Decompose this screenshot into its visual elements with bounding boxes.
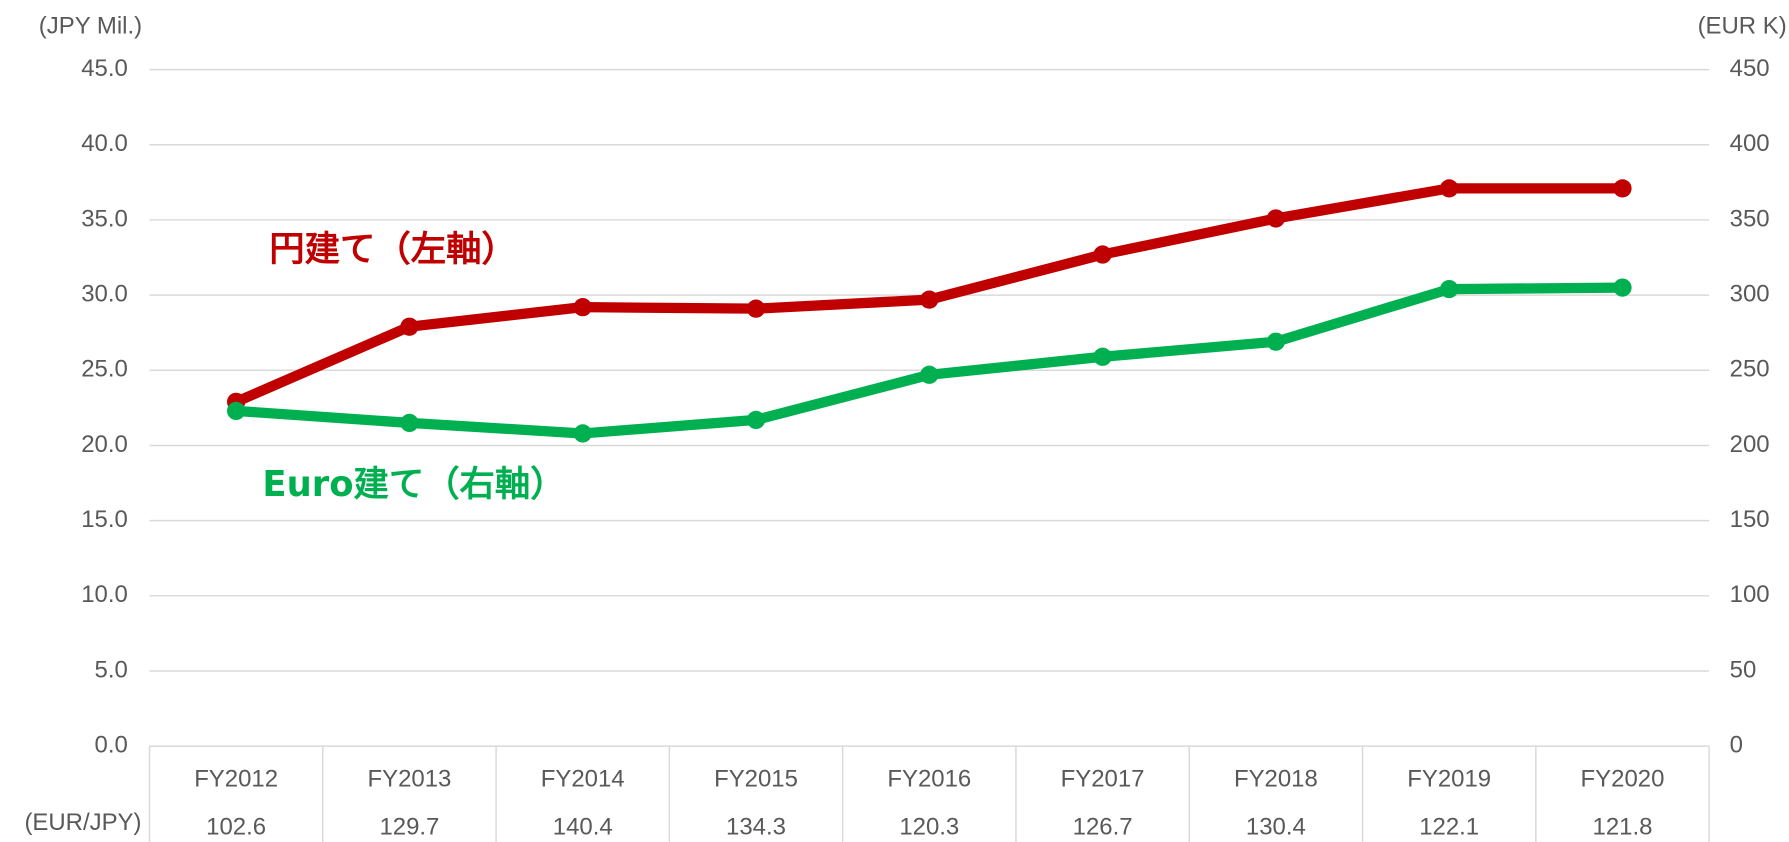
y-tick-label: 25.0 bbox=[81, 356, 128, 383]
marker bbox=[1440, 179, 1459, 198]
x-tick-label: FY2017 bbox=[1061, 766, 1145, 793]
table-cell: 134.3 bbox=[726, 814, 786, 841]
y-tick-label: 35.0 bbox=[81, 205, 128, 232]
y-tick-label: 5.0 bbox=[95, 656, 128, 683]
x-tick-label: FY2018 bbox=[1234, 766, 1318, 793]
y2-tick-label: 100 bbox=[1730, 581, 1770, 608]
marker bbox=[1613, 179, 1632, 198]
y2-tick-label: 0 bbox=[1730, 731, 1743, 758]
marker bbox=[1093, 347, 1112, 366]
series-label: 円建て（左軸） bbox=[269, 229, 517, 270]
x-tick-label: FY2012 bbox=[194, 766, 278, 793]
marker bbox=[920, 365, 939, 384]
y2-tick-label: 50 bbox=[1730, 656, 1757, 683]
y2-tick-label: 350 bbox=[1730, 205, 1770, 232]
table-cell: 122.1 bbox=[1419, 814, 1479, 841]
x-tick-label: FY2020 bbox=[1581, 766, 1665, 793]
marker bbox=[1093, 245, 1112, 264]
y2-tick-label: 200 bbox=[1730, 431, 1770, 458]
y-tick-label: 30.0 bbox=[81, 280, 128, 307]
x-tick-label: FY2019 bbox=[1407, 766, 1491, 793]
x-tick-label: FY2014 bbox=[541, 766, 625, 793]
marker bbox=[573, 424, 592, 443]
x-tick-label: FY2016 bbox=[887, 766, 971, 793]
y2-axis-label: (EUR K) bbox=[1698, 13, 1787, 40]
y-tick-label: 20.0 bbox=[81, 431, 128, 458]
marker bbox=[1440, 279, 1459, 299]
marker bbox=[1266, 209, 1286, 228]
table-cell: 126.7 bbox=[1073, 814, 1133, 841]
line bbox=[235, 282, 1623, 439]
marker bbox=[400, 317, 419, 336]
series-label: Euro建て（右軸） bbox=[262, 464, 565, 505]
x-tick-label: FY2013 bbox=[367, 766, 451, 793]
y2-tick-label: 250 bbox=[1730, 356, 1770, 383]
table-row-label: (EUR/JPY) bbox=[24, 809, 141, 836]
table-cell: 129.7 bbox=[379, 814, 439, 841]
y2-tick-label: 450 bbox=[1730, 55, 1770, 82]
y-tick-label: 45.0 bbox=[81, 55, 128, 82]
y2-tick-label: 150 bbox=[1730, 506, 1770, 533]
marker bbox=[226, 401, 246, 421]
table-cell: 121.8 bbox=[1593, 814, 1653, 841]
table-cell: 130.4 bbox=[1246, 814, 1306, 841]
table-cell: 120.3 bbox=[899, 814, 959, 841]
y-tick-label: 15.0 bbox=[81, 506, 128, 533]
marker bbox=[400, 413, 419, 433]
marker bbox=[1613, 278, 1632, 297]
y-tick-label: 0.0 bbox=[95, 731, 128, 758]
marker bbox=[1266, 332, 1286, 351]
table-cell: 102.6 bbox=[206, 814, 266, 841]
y-tick-label: 10.0 bbox=[81, 581, 128, 608]
table-cell: 140.4 bbox=[553, 814, 613, 841]
y2-tick-label: 300 bbox=[1730, 280, 1770, 307]
marker bbox=[920, 290, 939, 309]
marker bbox=[573, 298, 592, 317]
marker bbox=[746, 410, 766, 430]
x-tick-label: FY2015 bbox=[714, 766, 798, 793]
y-axis-label: (JPY Mil.) bbox=[39, 13, 142, 40]
y2-tick-label: 400 bbox=[1730, 130, 1770, 157]
marker bbox=[746, 299, 766, 318]
y-tick-label: 40.0 bbox=[81, 130, 128, 157]
